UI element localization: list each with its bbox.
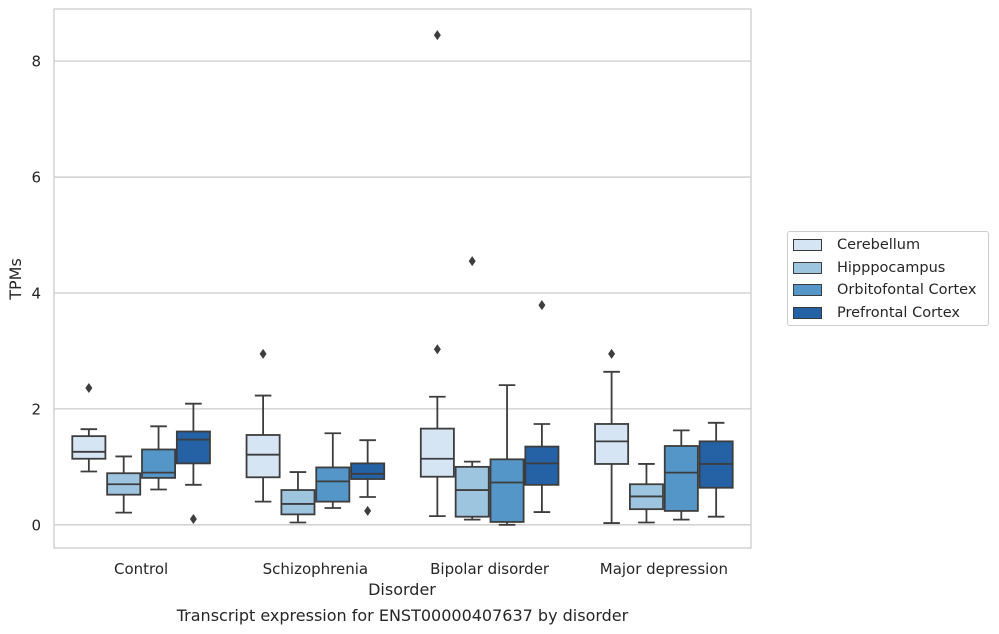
box-orbitofontal-cortex [315,432,351,509]
legend-swatch [793,284,822,296]
legend-swatch [793,306,822,319]
y-axis-label: TPMs [6,258,25,301]
legend-swatch [793,261,822,274]
x-tick-label: Major depression [600,560,728,578]
y-tick-labels: 0 2 4 6 8 [31,53,41,535]
box-orbitofontal-cortex [141,425,177,491]
box-body [663,445,699,512]
legend-item: Orbitofontal Cortex [793,280,976,300]
legend-item: Hipppocampus [793,258,945,278]
box-hipppocampus [628,463,664,524]
gridlines [54,60,751,526]
outlier-point [189,514,197,525]
box-cerebellum [245,348,281,503]
box-cerebellum [71,383,107,473]
box-body [350,462,386,480]
box-body [419,427,455,478]
box-cerebellum [594,348,630,524]
box-prefrontal-cortex [524,300,560,513]
y-tick-label: 4 [31,284,41,302]
box-body [141,448,177,479]
legend-label: Orbitofontal Cortex [837,282,977,298]
box-body [524,445,560,486]
outlier-point [538,300,546,311]
box-prefrontal-cortex [175,402,211,525]
x-tick-label: Schizophrenia [263,560,368,578]
y-tick-label: 8 [31,53,41,71]
x-tick-label: Control [114,560,168,578]
box-cerebellum [419,30,455,518]
box-body [71,435,107,460]
box-body [454,465,490,518]
box-body [245,434,281,479]
figure-caption: Transcript expression for ENST0000040763… [176,606,629,625]
outlier-point [433,30,441,41]
legend-label: Hipppocampus [837,259,946,276]
legend: Cerebellum Hipppocampus Orbitofontal Corte… [787,231,989,326]
outlier-point [608,348,616,359]
box-body [280,489,316,516]
box-body [315,466,351,503]
y-tick-label: 2 [31,400,41,418]
legend-swatch [793,239,822,251]
box-hipppocampus [454,256,490,521]
outlier-point [259,348,267,359]
box-orbitofontal-cortex [489,384,525,526]
x-tick-labels: Control Schizophrenia Bipolar disorder Majo… [114,560,728,578]
legend-item: Cerebellum [793,235,920,255]
box-body [175,430,211,465]
y-tick-label: 0 [31,516,41,534]
outlier-point [85,383,93,394]
outlier-point [364,505,372,516]
legend-item: Prefrontal Cortex [793,303,960,323]
y-tick-label: 6 [31,169,41,187]
legend-label: Prefrontal Cortex [837,304,960,321]
box-body [594,423,630,465]
outlier-point [468,256,476,267]
legend-label: Cerebellum [837,237,921,253]
box-hipppocampus [280,471,316,524]
outlier-point [433,344,441,355]
x-axis-label: Disorder [368,580,436,599]
box-prefrontal-cortex [350,439,386,516]
box-prefrontal-cortex [698,421,734,518]
box-series [71,30,734,526]
box-orbitofontal-cortex [663,429,699,521]
box-body [489,458,525,523]
x-tick-label: Bipolar disorder [430,560,550,578]
box-hipppocampus [106,455,142,514]
